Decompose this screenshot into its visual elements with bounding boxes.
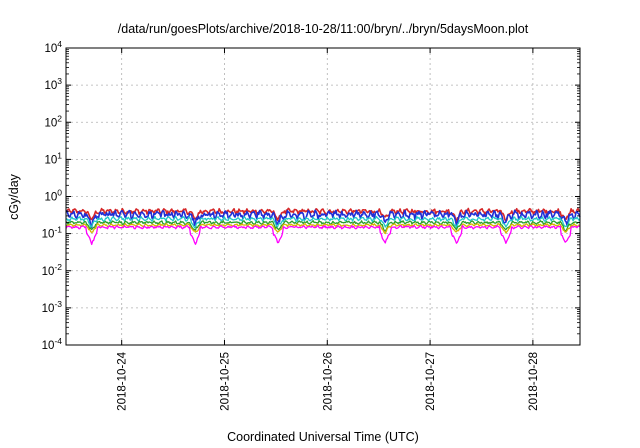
grid — [66, 48, 580, 345]
x-axis-label: Coordinated Universal Time (UTC) — [227, 430, 419, 444]
y-tick-label: 103 — [44, 76, 62, 92]
x-tick-label: 2018-10-27 — [425, 352, 437, 411]
x-tick-label: 2018-10-26 — [322, 352, 334, 411]
y-tick-label: 10-2 — [42, 262, 63, 278]
chart-title: /data/run/goesPlots/archive/2018-10-28/1… — [118, 22, 529, 36]
series-line-4 — [65, 220, 581, 232]
series-line-3 — [65, 215, 581, 230]
x-tick-label: 2018-10-28 — [528, 352, 540, 411]
y-axis: 10-4 10-3 10-2 10-1 100 101 102 103 104 — [42, 39, 580, 352]
x-tick-label: 2018-10-25 — [219, 352, 231, 411]
y-axis-label: cGy/day — [7, 173, 21, 220]
y-tick-label: 10-1 — [42, 225, 63, 241]
x-tick-label: 2018-10-24 — [117, 351, 129, 410]
y-tick-label: 102 — [44, 113, 62, 129]
y-tick-label: 104 — [44, 39, 62, 55]
series-lines — [65, 207, 581, 246]
series-line-2 — [65, 209, 581, 228]
y-tick-label: 100 — [44, 188, 62, 204]
y-tick-label: 10-3 — [42, 299, 63, 315]
y-tick-label: 10-4 — [42, 336, 63, 352]
series-line-6 — [65, 224, 581, 246]
y-tick-label: 101 — [44, 150, 62, 166]
x-axis: 2018-10-24 2018-10-25 2018-10-26 2018-10-27… — [117, 48, 540, 411]
